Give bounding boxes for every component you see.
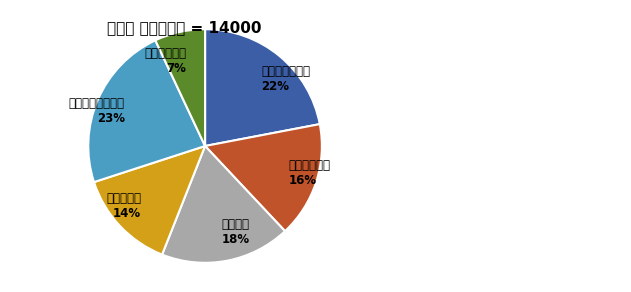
Text: क्रिकेट
22%: क्रिकेट 22%: [261, 65, 310, 93]
Text: टेनिस
14%: टेनिस 14%: [106, 192, 141, 220]
Wedge shape: [88, 40, 205, 182]
Text: फुटबॉल
16%: फुटबॉल 16%: [288, 159, 331, 187]
Text: बैडमिंटन
23%: बैडमिंटन 23%: [69, 97, 125, 125]
Wedge shape: [94, 146, 205, 255]
Wedge shape: [155, 29, 205, 146]
Wedge shape: [162, 146, 285, 263]
Text: हॉकी
18%: हॉकी 18%: [221, 218, 250, 246]
Text: कबड्डी
7%: कबड्डी 7%: [144, 46, 186, 74]
Text: कुल दर्शक = 14000: कुल दर्शक = 14000: [107, 20, 262, 35]
Wedge shape: [205, 29, 320, 146]
Wedge shape: [205, 124, 322, 231]
